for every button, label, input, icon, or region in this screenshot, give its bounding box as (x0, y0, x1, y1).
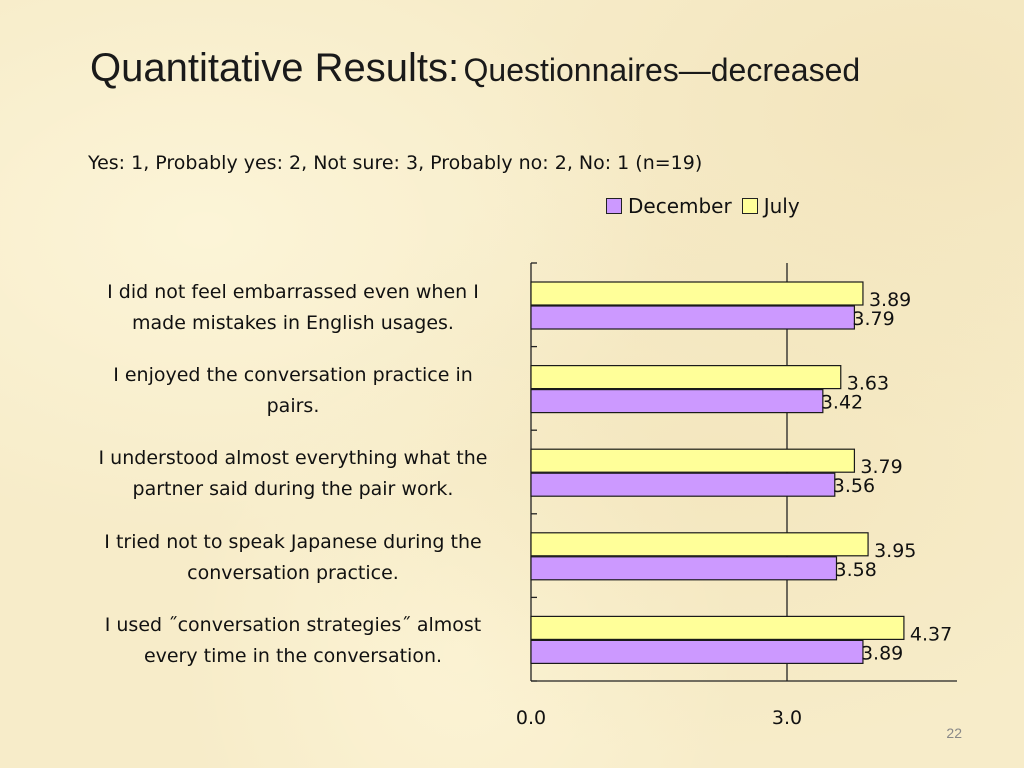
data-label-december: 3.42 (821, 392, 863, 414)
category-label-understood: I understood almost everything what the … (58, 443, 528, 505)
category-label-line: made mistakes in English usages. (132, 312, 454, 334)
category-label-line: pairs. (266, 395, 320, 417)
category-label-line: I used ˝conversation strategies˝ almost (104, 614, 482, 636)
category-label-line: I enjoyed the conversation practice in (113, 364, 473, 386)
data-label-december: 3.56 (833, 475, 875, 497)
category-label-strategies: I used ˝conversation strategies˝ almost … (58, 610, 528, 672)
bar-july (530, 448, 856, 473)
category-label-line: I understood almost everything what the (98, 447, 488, 469)
category-label-enjoyed: I enjoyed the conversation practice in p… (58, 360, 528, 422)
category-label-embarrassed: I did not feel embarrassed even when I m… (58, 277, 528, 339)
category-label-line: partner said during the pair work. (132, 478, 454, 500)
title-subtitle: Questionnaires—decreased (463, 52, 861, 88)
legend-item-july: July (741, 194, 800, 218)
title-main: Quantitative Results: (90, 46, 460, 90)
bar-december (530, 389, 824, 414)
legend-item-december: December (606, 194, 732, 218)
data-label-july: 3.79 (860, 456, 902, 478)
data-label-december: 3.58 (834, 559, 876, 581)
category-label-line: I did not feel embarrassed even when I (107, 281, 479, 303)
data-label-july: 3.89 (869, 289, 911, 311)
x-tick-label: 3.0 (772, 707, 802, 729)
data-label-july: 3.95 (874, 540, 916, 562)
category-label-no-japanese: I tried not to speak Japanese during the… (58, 527, 528, 589)
legend-swatch-july (741, 198, 758, 214)
bar-july (530, 532, 869, 557)
chart-legend: December July (606, 194, 810, 218)
bar-december (530, 472, 836, 497)
category-label-line: every time in the conversation. (143, 645, 443, 667)
data-label-december: 3.79 (852, 308, 894, 330)
bar-december (530, 639, 864, 665)
data-label-july: 3.63 (847, 373, 889, 395)
bar-december (530, 556, 838, 581)
bar-july (530, 615, 905, 641)
bar-july (530, 365, 842, 390)
legend-label-july: July (763, 194, 800, 218)
data-label-december: 3.89 (861, 642, 903, 664)
bar-december (530, 305, 856, 330)
category-label-line: I tried not to speak Japanese during the (104, 531, 482, 553)
bar-july (530, 281, 864, 306)
x-tick-label: 0.0 (516, 707, 546, 729)
slide-title: Quantitative Results: Questionnaires—dec… (90, 46, 860, 91)
data-label-july: 4.37 (910, 623, 952, 645)
legend-label-december: December (628, 194, 732, 218)
legend-swatch-december (606, 198, 622, 214)
category-label-line: conversation practice. (187, 562, 399, 584)
scale-note: Yes: 1, Probably yes: 2, Not sure: 3, Pr… (88, 152, 703, 174)
slide-number: 22 (946, 725, 962, 741)
